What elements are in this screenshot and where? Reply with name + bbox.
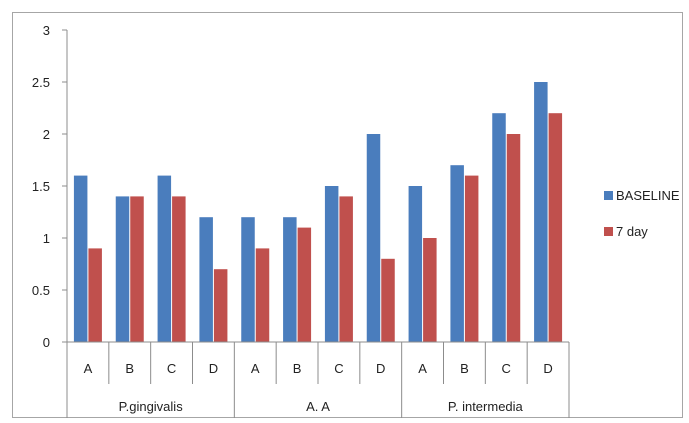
x-category-label: B — [460, 361, 469, 376]
bar-baseline — [366, 134, 381, 342]
y-tick-label: 1.5 — [32, 179, 50, 194]
bar-7-day — [423, 238, 437, 342]
y-tick-label: 2.5 — [32, 75, 50, 90]
x-group-label: P.gingivalis — [119, 399, 184, 414]
bar-7-day — [381, 258, 395, 342]
bar-7-day — [339, 196, 353, 342]
bar-7-day — [130, 196, 144, 342]
bar-7-day — [88, 248, 102, 342]
x-axis: A B C D A B C D A B C D P.gingivalis A. A P. intermedi… — [66, 341, 570, 418]
y-tick-label: 2 — [43, 127, 50, 142]
bar-baseline — [324, 186, 339, 342]
legend-label: BASELINE — [616, 188, 680, 203]
x-category-label: D — [543, 361, 552, 376]
bar-7-day — [255, 248, 270, 342]
bar-7-day — [548, 113, 563, 342]
bar-baseline — [199, 217, 213, 342]
y-tick-label: 0 — [43, 335, 50, 350]
bar-baseline — [115, 196, 130, 342]
bar-7-day — [213, 269, 228, 342]
bar-baseline — [492, 113, 506, 342]
bar-7-day — [464, 175, 479, 342]
y-tick-label: 0.5 — [32, 283, 50, 298]
y-tick-label: 1 — [43, 231, 50, 246]
bar-7-day — [297, 227, 312, 342]
bar-baseline — [450, 165, 464, 342]
x-category-label: A — [84, 361, 93, 376]
bar-baseline — [534, 82, 548, 342]
legend-swatch — [604, 191, 613, 200]
x-category-label: B — [293, 361, 302, 376]
legend-swatch — [604, 227, 613, 236]
x-category-label: C — [167, 361, 176, 376]
bar-baseline — [157, 175, 172, 342]
x-category-label: D — [209, 361, 218, 376]
legend: BASELINE 7 day — [604, 188, 680, 239]
x-category-label: D — [376, 361, 385, 376]
x-group-label: P. intermedia — [448, 399, 524, 414]
x-group-label: A. A — [306, 399, 330, 414]
x-category-label: A — [418, 361, 427, 376]
bar-baseline — [408, 186, 423, 342]
bar-baseline — [73, 175, 88, 342]
x-category-label: B — [125, 361, 134, 376]
bar-baseline — [283, 217, 297, 342]
x-category-label: C — [334, 361, 343, 376]
bar-baseline — [241, 217, 255, 342]
bar-7-day — [506, 134, 521, 342]
bar-7-day — [172, 196, 186, 342]
x-category-label: C — [502, 361, 511, 376]
legend-label: 7 day — [616, 224, 648, 239]
x-category-label: A — [251, 361, 260, 376]
bars — [73, 82, 563, 342]
y-tick-label: 3 — [43, 23, 50, 38]
y-axis: 0 0.5 1 1.5 2 2.5 3 — [32, 23, 68, 350]
